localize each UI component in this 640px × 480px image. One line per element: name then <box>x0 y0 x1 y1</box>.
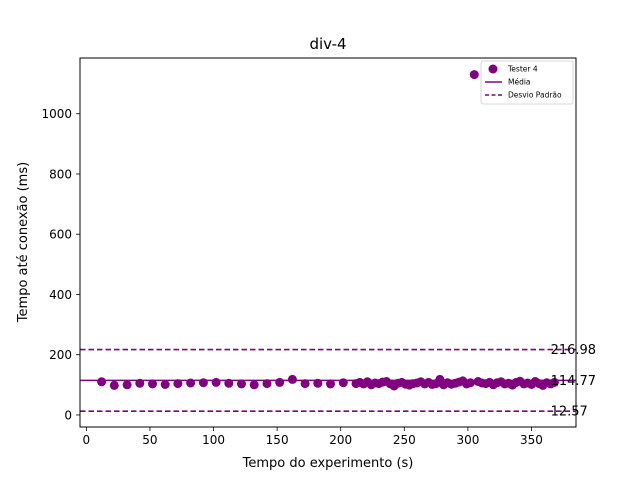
y-tick-label: 0 <box>64 408 72 422</box>
data-point <box>186 378 196 388</box>
y-tick-label: 800 <box>49 167 72 181</box>
legend-label-mean: Média <box>508 78 531 87</box>
y-tick-label: 600 <box>49 228 72 242</box>
data-point <box>135 378 145 388</box>
x-tick-label: 50 <box>142 433 157 447</box>
data-point <box>300 379 310 389</box>
reference-line-label: 114.77 <box>551 374 597 389</box>
legend-box <box>480 60 574 105</box>
x-tick-label: 150 <box>266 433 289 447</box>
data-point <box>465 378 475 388</box>
data-point <box>109 380 119 390</box>
x-tick-label: 250 <box>393 433 416 447</box>
y-tick-label: 200 <box>49 348 72 362</box>
data-point <box>275 377 285 387</box>
data-point <box>469 70 479 80</box>
data-point <box>122 380 132 390</box>
y-axis: 0 200 400 600 800 1000 <box>41 107 80 422</box>
data-point <box>549 377 559 387</box>
data-point <box>262 379 272 389</box>
data-point <box>211 377 221 387</box>
y-axis-label: Tempo até conexão (ms) <box>16 162 31 323</box>
x-tick-label: 0 <box>83 433 91 447</box>
data-point <box>326 379 335 389</box>
data-point <box>249 380 259 390</box>
reference-line-labels: 114.77 216.98 12.57 <box>551 343 597 420</box>
data-point <box>338 378 348 388</box>
data-point <box>313 378 323 388</box>
data-point <box>287 374 297 384</box>
legend: Tester 4 Média Desvio Padrão <box>480 60 574 105</box>
data-point <box>97 377 107 387</box>
plot-area <box>80 70 576 412</box>
reference-line-label: 12.57 <box>551 405 588 420</box>
chart-title: div-4 <box>309 35 346 53</box>
x-tick-label: 200 <box>329 433 352 447</box>
y-tick-label: 1000 <box>41 107 72 121</box>
x-axis: 0 50 100 150 200 250 300 350 <box>83 427 543 447</box>
data-point <box>173 379 183 389</box>
data-point <box>224 378 234 388</box>
x-tick-label: 350 <box>520 433 543 447</box>
legend-label-scatter: Tester 4 <box>507 65 538 74</box>
data-point <box>237 379 246 389</box>
data-point <box>198 378 208 388</box>
data-point <box>160 380 170 389</box>
data-point <box>148 379 157 389</box>
plot-frame <box>79 57 577 428</box>
y-tick-label: 400 <box>49 288 72 302</box>
x-tick-label: 300 <box>456 433 479 447</box>
x-axis-label: Tempo do experimento (s) <box>242 456 414 471</box>
legend-marker-scatter <box>488 64 498 74</box>
x-tick-label: 100 <box>202 433 225 447</box>
reference-line-label: 216.98 <box>551 343 597 358</box>
legend-label-std: Desvio Padrão <box>508 91 562 100</box>
